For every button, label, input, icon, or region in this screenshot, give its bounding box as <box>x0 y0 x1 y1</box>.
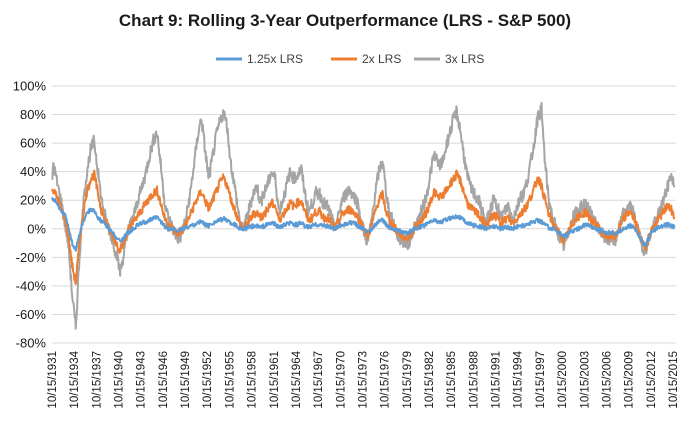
legend-label-2x-lrs: 2x LRS <box>362 52 401 66</box>
x-tick-label: 10/15/1994 <box>513 350 525 408</box>
y-tick-label: -80% <box>16 336 47 351</box>
x-tick-label: 10/15/2000 <box>557 351 569 409</box>
x-tick-label: 10/15/1934 <box>69 350 81 408</box>
x-tick-label: 10/15/1997 <box>535 351 547 409</box>
chart-title: Chart 9: Rolling 3-Year Outperformance (… <box>119 11 571 30</box>
y-tick-label: -40% <box>16 278 47 293</box>
x-tick-label: 10/15/1943 <box>136 351 148 409</box>
series-layer <box>51 101 676 330</box>
x-tick-label: 10/15/1979 <box>402 351 414 409</box>
x-tick-label: 10/15/1982 <box>424 351 436 409</box>
x-axis: 10/15/1931 10/15/1934 10/15/1937 10/15/1940… <box>47 350 680 408</box>
x-tick-label: 10/15/1991 <box>491 351 503 409</box>
x-tick-label: 10/15/1946 <box>158 351 170 409</box>
legend-label-1-25x-lrs: 1.25x LRS <box>247 52 303 66</box>
x-tick-label: 10/15/1931 <box>47 351 59 409</box>
legend-label-3x-lrs: 3x LRS <box>445 52 484 66</box>
y-axis: -80% -60% -40% -20% 0% 20% 40% 60% 80% 100% <box>13 79 47 351</box>
x-tick-label: 10/15/1949 <box>180 351 192 409</box>
x-tick-label: 10/15/1958 <box>247 351 259 409</box>
x-tick-label: 10/15/2012 <box>646 351 658 409</box>
x-tick-label: 10/15/1952 <box>202 351 214 409</box>
y-tick-label: 100% <box>13 79 47 94</box>
x-tick-label: 10/15/2009 <box>624 351 636 409</box>
x-tick-label: 10/15/2006 <box>601 351 613 409</box>
x-tick-label: 10/15/1973 <box>357 351 369 409</box>
gridlines <box>52 85 676 344</box>
x-tick-label: 10/15/1970 <box>335 351 347 409</box>
x-tick-label: 10/15/2003 <box>579 351 591 409</box>
x-tick-label: 10/15/1988 <box>468 351 480 409</box>
y-tick-label: 60% <box>20 136 46 151</box>
y-tick-label: 20% <box>20 193 46 208</box>
legend: 1.25x LRS 2x LRS 3x LRS <box>216 52 484 66</box>
x-tick-label: 10/15/2015 <box>668 351 680 409</box>
x-tick-label: 10/15/1967 <box>313 351 325 409</box>
x-tick-label: 10/15/1976 <box>380 351 392 409</box>
y-tick-label: -60% <box>16 307 47 322</box>
x-tick-label: 10/15/1955 <box>224 351 236 409</box>
x-tick-label: 10/15/1985 <box>446 351 458 409</box>
x-tick-label: 10/15/1940 <box>114 351 126 409</box>
y-tick-label: 80% <box>20 107 46 122</box>
x-tick-label: 10/15/1937 <box>91 351 103 409</box>
series-line-1-25x-lrs <box>51 197 676 252</box>
y-tick-label: 40% <box>20 164 46 179</box>
x-tick-label: 10/15/1961 <box>269 351 281 409</box>
x-tick-label: 10/15/1964 <box>291 350 303 408</box>
y-tick-label: 0% <box>27 221 46 236</box>
y-tick-label: -20% <box>16 250 47 265</box>
